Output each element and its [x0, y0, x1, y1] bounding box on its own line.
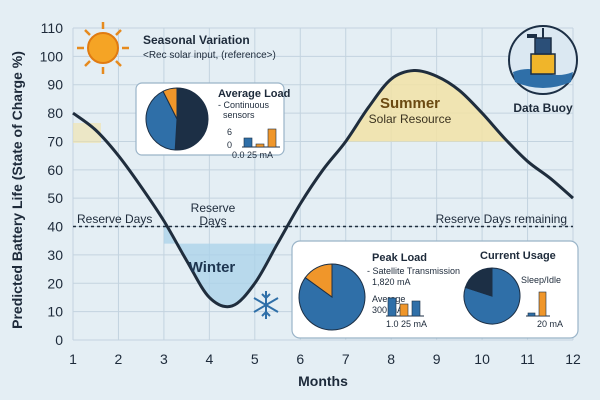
summer-label: Summer [380, 95, 440, 112]
average-load-line2: sensors [223, 110, 255, 120]
y-tick-label: 10 [47, 304, 63, 320]
y-tick-label: 80 [47, 105, 63, 121]
pie-slice-blue [145, 90, 178, 151]
x-tick-label: 2 [115, 351, 123, 367]
average-load-title: Average Load [218, 88, 290, 100]
x-tick-label: 5 [251, 351, 259, 367]
data-buoy-icon [508, 25, 578, 95]
average-load-line1: - Continuous [218, 100, 270, 110]
peak-load-xticks: 1.0 25 mA [386, 319, 427, 329]
bar [399, 303, 409, 317]
summer-solar-area [345, 70, 505, 142]
peak-load-pie [298, 263, 366, 331]
pie-slice-dark [174, 87, 209, 151]
x-tick-label: 4 [205, 351, 213, 367]
bar [538, 291, 547, 317]
peak-load-line1: - Satellite Transmission [367, 266, 460, 276]
x-tick-label: 12 [565, 351, 581, 367]
winter-label: Winter [189, 259, 236, 276]
data-buoy-label: Data Buoy [513, 101, 573, 115]
y-tick-label: 90 [47, 77, 63, 93]
bar [527, 312, 536, 317]
pie-slice-dark [464, 267, 493, 297]
average-load-xticks: 0.0 25 mA [232, 150, 273, 160]
y-tick-label: 70 [47, 133, 63, 149]
y-tick-label: 110 [41, 20, 64, 36]
y-tick-label: 20 [47, 275, 63, 291]
peak-load-line2: 1,820 mA [372, 277, 411, 287]
average-load-pie [145, 87, 209, 151]
reserve-days-remaining-label: Reserve Days remaining [436, 212, 567, 226]
chart-title: Seasonal Variation [143, 33, 250, 47]
average-load-inset: Average Load - Continuous sensors 6 0 0.… [135, 82, 290, 160]
current-usage-bars [526, 291, 550, 317]
x-tick-label: 7 [342, 351, 350, 367]
x-tick-label: 10 [474, 351, 490, 367]
average-load-bars [242, 128, 280, 148]
x-tick-label: 6 [296, 351, 304, 367]
peak-load-line4: 300 mA [372, 305, 403, 315]
average-load-ytick-top: 6 [227, 127, 232, 137]
battery-life-line [72, 69, 574, 309]
pie-slice-orange [162, 87, 178, 120]
x-tick-label: 8 [387, 351, 395, 367]
x-axis-title: Months [298, 373, 348, 389]
current-usage-line1: Sleep/Idle [521, 275, 561, 285]
y-tick-label: 60 [47, 162, 63, 178]
peak-load-title: Peak Load [372, 252, 427, 264]
average-load-ytick-bottom: 0 [227, 140, 232, 150]
reserve-label-1: Reserve [191, 201, 236, 215]
bar [411, 300, 421, 317]
x-tick-label: 3 [160, 351, 168, 367]
y-tick-label: 40 [47, 219, 63, 235]
y-tick-label: 0 [55, 332, 63, 348]
y-tick-label: 50 [47, 190, 63, 206]
reserve-label-2: Days [199, 214, 226, 228]
current-usage-pie [463, 267, 521, 325]
bar [243, 137, 253, 148]
y-axis-title: Predicted Battery Life (State of Charge … [9, 51, 25, 329]
x-tick-label: 11 [520, 351, 535, 367]
current-usage-title: Current Usage [480, 250, 556, 262]
sun-icon [77, 22, 129, 74]
current-usage-xticks: 20 mA [537, 319, 563, 329]
summer-sublabel: Solar Resource [369, 112, 452, 126]
peak-load-bars [386, 297, 424, 317]
bar [387, 297, 397, 317]
pie-slice-orange [304, 263, 333, 298]
y-tick-label: 100 [40, 48, 64, 64]
reserve-days-left-label: Reserve Days [77, 212, 152, 226]
y-tick-label: 30 [47, 247, 63, 263]
bar [255, 143, 265, 148]
bar [267, 128, 277, 148]
x-tick-label: 9 [433, 351, 441, 367]
load-insets-panel: Peak Load - Satellite Transmission 1,820… [291, 240, 579, 339]
x-tick-labels: 1 2 3 4 5 6 7 8 9 10 11 12 [69, 351, 581, 367]
x-tick-label: 1 [69, 351, 77, 367]
winter-area [163, 220, 278, 307]
chart-subtitle: <Rec solar input, (reference>) [143, 50, 276, 61]
snowflake-icon [253, 291, 279, 319]
y-tick-labels: 0 10 20 30 40 50 60 70 80 90 100 110 [40, 20, 64, 348]
